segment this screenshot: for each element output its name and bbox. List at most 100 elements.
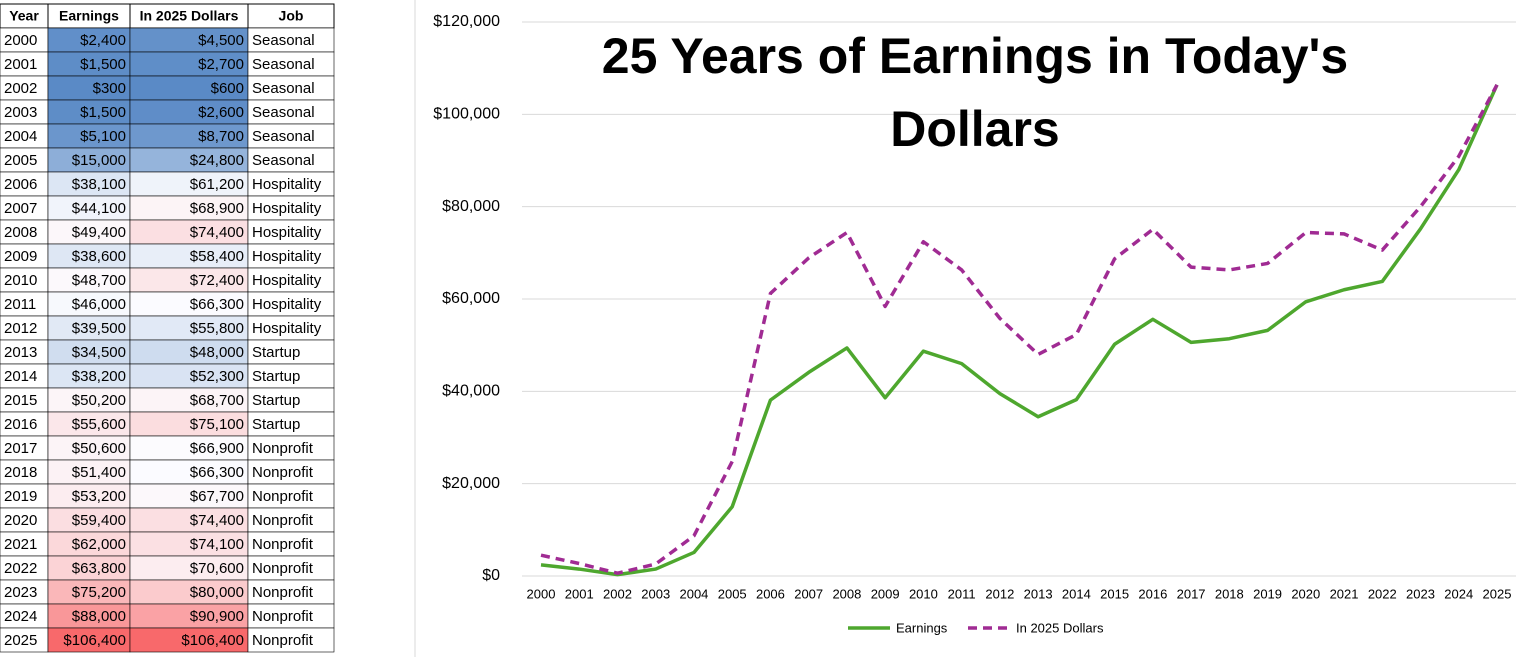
cell: [247, 555, 335, 581]
cell-text: Nonprofit: [252, 608, 314, 625]
cell: [129, 459, 249, 485]
cell-text: $55,600: [72, 416, 126, 433]
cell-text: 2016: [4, 416, 37, 433]
chart-title: 25 Years of Earnings in Today's Dollars: [601, 28, 1349, 157]
cell-text: 2013: [4, 344, 37, 361]
cell-text: Startup: [252, 368, 300, 385]
cell-text: 2025: [4, 632, 37, 649]
cell-text: $8,700: [198, 128, 244, 145]
cell: [0, 195, 49, 221]
cell-text: $39,500: [72, 320, 126, 337]
cell: [47, 363, 131, 389]
x-tick-label: 2004: [679, 586, 708, 601]
cell-text: $72,400: [190, 272, 244, 289]
cell: [47, 75, 131, 101]
cell-text: $44,100: [72, 200, 126, 217]
cell-text: Startup: [252, 392, 300, 409]
cell-text: Nonprofit: [252, 536, 314, 553]
cell-text: $61,200: [190, 176, 244, 193]
x-tick-label: 2005: [718, 586, 747, 601]
cell: [0, 627, 49, 653]
cell: [129, 99, 249, 125]
cell-text: $38,600: [72, 248, 126, 265]
cell: [0, 27, 49, 53]
cell-text: 2024: [4, 608, 37, 625]
x-tick-label: 2009: [871, 586, 900, 601]
cell: [247, 27, 335, 53]
x-tick-label: 2022: [1368, 586, 1397, 601]
cell-text: $600: [211, 80, 244, 97]
cell: [47, 219, 131, 245]
cell: [0, 123, 49, 149]
cell-text: Hospitality: [252, 320, 322, 337]
cell-text: $51,400: [72, 464, 126, 481]
cell-text: Nonprofit: [252, 560, 314, 577]
cell-text: 2006: [4, 176, 37, 193]
cell: [129, 51, 249, 77]
y-tick-label: $120,000: [433, 13, 500, 30]
x-tick-label: 2001: [565, 586, 594, 601]
y-tick-label: $80,000: [442, 198, 500, 215]
cell: [247, 75, 335, 101]
series-line: [540, 84, 1499, 577]
cell: [129, 603, 249, 629]
cell-text: 2007: [4, 200, 37, 217]
x-tick-label: 2012: [985, 586, 1014, 601]
cell: [129, 75, 249, 101]
x-tick-label: 2025: [1483, 586, 1512, 601]
x-tick-label: 2019: [1253, 586, 1282, 601]
cell: [247, 435, 335, 461]
cell-text: 2012: [4, 320, 37, 337]
x-tick-label: 2024: [1444, 586, 1473, 601]
cell: [247, 411, 335, 437]
cell: [129, 339, 249, 365]
cell: [247, 219, 335, 245]
cell-text: $24,800: [190, 152, 244, 169]
cell: [247, 291, 335, 317]
cell: [47, 531, 131, 557]
cell: [247, 147, 335, 173]
x-tick-label: 2017: [1177, 586, 1206, 601]
cell-text: 2022: [4, 560, 37, 577]
cell-text: 2008: [4, 224, 37, 241]
cell: [129, 483, 249, 509]
cell-text: Hospitality: [252, 296, 322, 313]
cell-text: 2020: [4, 512, 37, 529]
cell-text: $66,900: [190, 440, 244, 457]
x-tick-label: 2014: [1062, 586, 1091, 601]
cell-text: $70,600: [190, 560, 244, 577]
cell: [0, 75, 49, 101]
cell-text: $2,700: [198, 56, 244, 73]
cell: [47, 627, 131, 653]
cell: [47, 267, 131, 293]
cell-text: 2014: [4, 368, 37, 385]
x-tick-label: 2011: [948, 586, 976, 601]
cell-text: $4,500: [198, 32, 244, 49]
cell: [129, 147, 249, 173]
cell-text: Nonprofit: [252, 488, 314, 505]
cell: [47, 315, 131, 341]
cell-text: Hospitality: [252, 176, 322, 193]
cell-text: Nonprofit: [252, 440, 314, 457]
cell-text: $38,200: [72, 368, 126, 385]
cell-text: $63,800: [72, 560, 126, 577]
cell-text: $62,000: [72, 536, 126, 553]
cell-text: Startup: [252, 344, 300, 361]
cell-text: Nonprofit: [252, 464, 314, 481]
cell: [47, 339, 131, 365]
cell-text: $48,700: [72, 272, 126, 289]
cell-text: 2009: [4, 248, 37, 265]
cell-text: $66,300: [190, 464, 244, 481]
cell-text: $66,300: [190, 296, 244, 313]
cell-text: Seasonal: [252, 104, 315, 121]
cell-text: 2021: [4, 536, 37, 553]
cell: [0, 291, 49, 317]
cell: [129, 555, 249, 581]
cell: [129, 435, 249, 461]
cell-text: $46,000: [72, 296, 126, 313]
cell-text: 2000: [4, 32, 37, 49]
header-cell: [129, 3, 249, 29]
cell-text: $90,900: [190, 608, 244, 625]
cell-text: $1,500: [80, 104, 126, 121]
